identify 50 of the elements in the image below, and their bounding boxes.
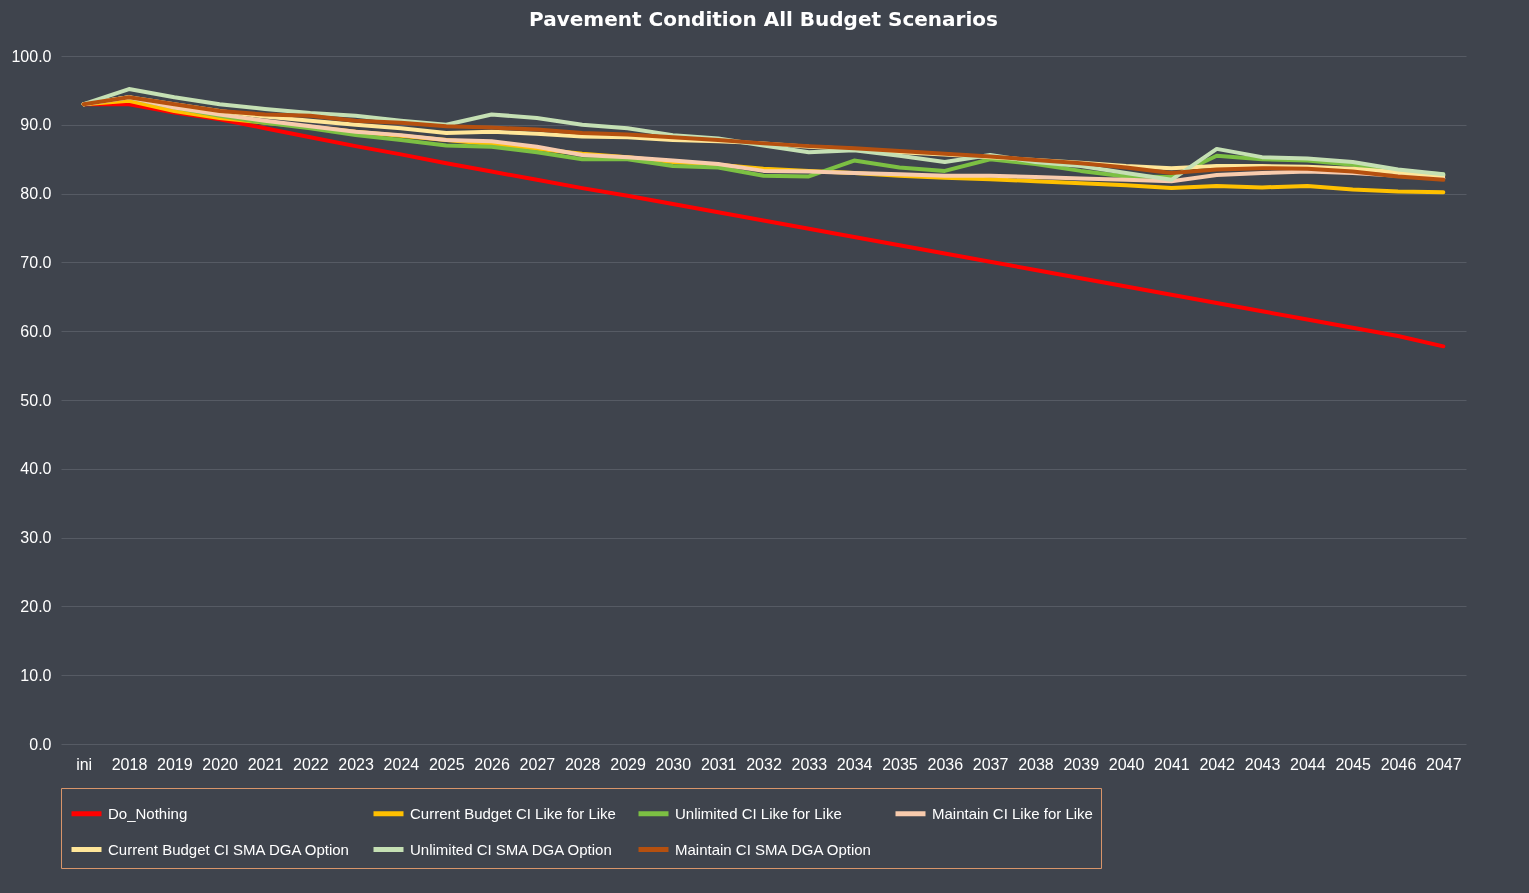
y-tick-label: 70.0 <box>20 253 52 271</box>
y-tick-label: 20.0 <box>20 597 52 615</box>
x-tick-label: 2045 <box>1335 755 1372 773</box>
x-tick-label: 2039 <box>1063 755 1100 773</box>
legend-label: Current Budget CI SMA DGA Option <box>108 840 349 858</box>
x-tick-label: ini <box>76 755 93 773</box>
y-tick-label: 50.0 <box>20 391 52 409</box>
y-tick-label: 80.0 <box>20 185 52 203</box>
y-tick-label: 90.0 <box>20 116 52 134</box>
x-tick-label: 2037 <box>972 755 1009 773</box>
x-tick-label: 2027 <box>519 755 556 773</box>
x-tick-label: 2044 <box>1290 755 1326 773</box>
legend-label: Unlimited CI SMA DGA Option <box>410 840 612 858</box>
legend-label: Unlimited CI Like for Like <box>675 804 842 822</box>
chart-title: Pavement Condition All Budget Scenarios <box>529 7 998 31</box>
x-tick-label: 2022 <box>292 755 329 773</box>
x-tick-label: 2021 <box>247 755 284 773</box>
x-tick-label: 2041 <box>1154 755 1190 773</box>
y-tick-label: 0.0 <box>29 735 52 753</box>
x-tick-label: 2033 <box>791 755 828 773</box>
y-tick-label: 10.0 <box>20 666 52 684</box>
legend-label: Current Budget CI Like for Like <box>410 804 616 822</box>
x-tick-label: 2036 <box>927 755 964 773</box>
x-tick-label: 2019 <box>157 755 193 773</box>
x-tick-label: 2029 <box>610 755 646 773</box>
x-tick-label: 2038 <box>1018 755 1054 773</box>
y-tick-label: 100.0 <box>11 47 52 65</box>
x-tick-label: 2028 <box>564 755 601 773</box>
x-tick-label: 2032 <box>746 755 782 773</box>
x-tick-label: 2043 <box>1244 755 1281 773</box>
y-tick-label: 60.0 <box>20 322 52 340</box>
x-tick-label: 2020 <box>202 755 239 773</box>
x-tick-label: 2035 <box>882 755 918 773</box>
x-tick-label: 2047 <box>1426 755 1462 773</box>
y-tick-label: 30.0 <box>20 529 52 547</box>
x-tick-label: 2026 <box>474 755 510 773</box>
legend-label: Do_Nothing <box>108 804 188 822</box>
legend-label: Maintain CI SMA DGA Option <box>675 840 871 858</box>
x-tick-label: 2034 <box>836 755 873 773</box>
x-tick-label: 2023 <box>338 755 374 773</box>
x-tick-label: 2031 <box>700 755 737 773</box>
x-tick-label: 2030 <box>655 755 692 773</box>
x-tick-label: 2042 <box>1199 755 1236 773</box>
x-tick-label: 2018 <box>111 755 148 773</box>
legend-label: Maintain CI Like for Like <box>932 804 1093 822</box>
x-tick-label: 2024 <box>383 755 420 773</box>
x-tick-label: 2025 <box>428 755 465 773</box>
y-tick-label: 40.0 <box>20 460 52 478</box>
x-tick-label: 2046 <box>1380 755 1417 773</box>
x-tick-label: 2040 <box>1108 755 1145 773</box>
